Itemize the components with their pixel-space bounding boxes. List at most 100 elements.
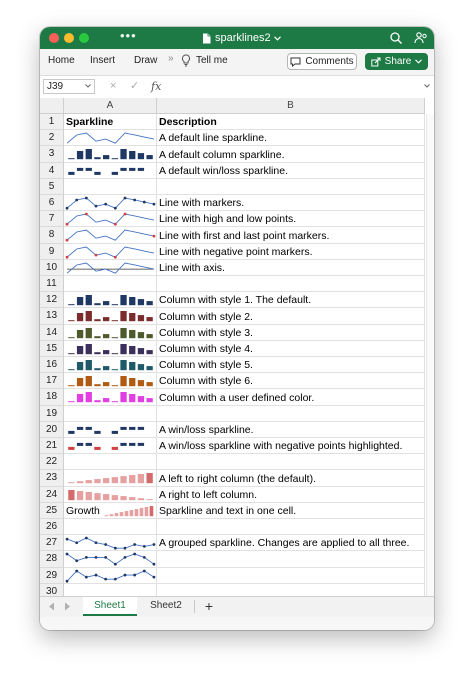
cell-a23[interactable] (64, 470, 157, 487)
cell-b26[interactable] (157, 519, 425, 536)
cell-a11[interactable] (64, 276, 157, 293)
tab-insert[interactable]: Insert (90, 55, 116, 66)
cell-a16[interactable] (64, 357, 157, 374)
row-header-15[interactable]: 15 (40, 340, 64, 357)
cell-a21[interactable] (64, 438, 157, 455)
row-header-2[interactable]: 2 (40, 130, 64, 147)
cell-a18[interactable] (64, 389, 157, 406)
cell-a30[interactable] (64, 583, 157, 596)
cell-b8[interactable]: Line with first and last point markers. (157, 227, 425, 244)
row-header-19[interactable]: 19 (40, 405, 64, 422)
cell-b28[interactable] (157, 551, 425, 568)
cell-b13[interactable]: Column with style 2. (157, 308, 425, 325)
cell-b27[interactable]: A grouped sparkline. Changes are applied… (157, 535, 425, 552)
row-header-28[interactable]: 28 (40, 551, 64, 568)
cell-a27[interactable] (64, 535, 157, 552)
cell-a19[interactable] (64, 405, 157, 422)
row-header-29[interactable]: 29 (40, 567, 64, 584)
zoom-window-button[interactable] (79, 33, 89, 43)
formula-input[interactable] (168, 79, 420, 94)
row-header-22[interactable]: 22 (40, 454, 64, 471)
cell-a26[interactable] (64, 519, 157, 536)
comments-button[interactable]: Comments (287, 53, 357, 70)
cell-a15[interactable] (64, 340, 157, 357)
cell-b29[interactable] (157, 567, 425, 584)
cell-a9[interactable] (64, 243, 157, 260)
minimize-window-button[interactable] (64, 33, 74, 43)
share-people-icon[interactable] (414, 31, 428, 45)
cell-b10[interactable]: Line with axis. (157, 259, 425, 276)
cell-a3[interactable] (64, 146, 157, 163)
confirm-edit-icon[interactable]: ✓ (130, 80, 140, 92)
close-window-button[interactable] (49, 33, 59, 43)
chevron-down-icon[interactable] (424, 84, 430, 88)
cell-a7[interactable] (64, 211, 157, 228)
cell-a10[interactable] (64, 259, 157, 276)
row-header-18[interactable]: 18 (40, 389, 64, 406)
insert-function-icon[interactable]: fx (151, 80, 162, 93)
cell-a8[interactable] (64, 227, 157, 244)
cell-b16[interactable]: Column with style 5. (157, 357, 425, 374)
add-sheet-button[interactable]: + (204, 598, 214, 614)
row-header-10[interactable]: 10 (40, 259, 64, 276)
more-tabs-icon[interactable]: » (168, 53, 174, 64)
cell-b19[interactable] (157, 405, 425, 422)
cell-b20[interactable]: A win/loss sparkline. (157, 421, 425, 438)
tab-sheet1[interactable]: Sheet1 (83, 597, 137, 616)
cell-a14[interactable] (64, 324, 157, 341)
tab-home[interactable]: Home (48, 55, 75, 66)
cell-a6[interactable] (64, 195, 157, 212)
cell-a25[interactable]: Growth (64, 502, 157, 519)
cell-b25[interactable]: Sparkline and text in one cell. (157, 502, 425, 519)
cell-a12[interactable] (64, 292, 157, 309)
cell-b22[interactable] (157, 454, 425, 471)
cancel-edit-icon[interactable]: × (110, 80, 117, 92)
cell-b2[interactable]: A default line sparkline. (157, 130, 425, 147)
cell-b6[interactable]: Line with markers. (157, 195, 425, 212)
cell-b3[interactable]: A default column sparkline. (157, 146, 425, 163)
row-header-24[interactable]: 24 (40, 486, 64, 503)
cell-a17[interactable] (64, 373, 157, 390)
row-header-1[interactable]: 1 (40, 114, 64, 131)
cell-b24[interactable]: A right to left column. (157, 486, 425, 503)
row-header-9[interactable]: 9 (40, 243, 64, 260)
more-options-icon[interactable]: ••• (120, 28, 137, 43)
cell-b1[interactable]: Description (157, 114, 425, 131)
cell-b15[interactable]: Column with style 4. (157, 340, 425, 357)
row-header-21[interactable]: 21 (40, 438, 64, 455)
cell-b4[interactable]: A default win/loss sparkline. (157, 162, 425, 179)
cell-a5[interactable] (64, 178, 157, 195)
row-header-30[interactable]: 30 (40, 583, 64, 596)
row-header-14[interactable]: 14 (40, 324, 64, 341)
select-all-corner[interactable] (40, 98, 64, 114)
cell-a2[interactable] (64, 130, 157, 147)
chevron-right-icon[interactable] (64, 602, 71, 611)
cell-a22[interactable] (64, 454, 157, 471)
cell-b17[interactable]: Column with style 6. (157, 373, 425, 390)
row-header-26[interactable]: 26 (40, 519, 64, 536)
cell-a29[interactable] (64, 567, 157, 584)
cell-b12[interactable]: Column with style 1. The default. (157, 292, 425, 309)
cell-a13[interactable] (64, 308, 157, 325)
cell-b23[interactable]: A left to right column (the default). (157, 470, 425, 487)
column-header-a[interactable]: A (64, 98, 157, 114)
chevron-left-icon[interactable] (48, 602, 55, 611)
cell-b18[interactable]: Column with a user defined color. (157, 389, 425, 406)
cell-b9[interactable]: Line with negative point markers. (157, 243, 425, 260)
tab-sheet2[interactable]: Sheet2 (150, 600, 182, 611)
row-header-12[interactable]: 12 (40, 292, 64, 309)
name-box[interactable]: J39 (43, 79, 95, 94)
tab-draw[interactable]: Draw (134, 55, 158, 66)
worksheet-grid[interactable]: A B 1 Sparkline Description 2 A default line… (40, 98, 434, 596)
cell-b5[interactable] (157, 178, 425, 195)
row-header-20[interactable]: 20 (40, 421, 64, 438)
row-header-5[interactable]: 5 (40, 178, 64, 195)
row-header-16[interactable]: 16 (40, 357, 64, 374)
cell-b21[interactable]: A win/loss sparkline with negative point… (157, 438, 425, 455)
row-header-23[interactable]: 23 (40, 470, 64, 487)
row-header-8[interactable]: 8 (40, 227, 64, 244)
chevron-down-icon[interactable] (85, 84, 91, 88)
tell-me-search[interactable]: Tell me (196, 55, 228, 66)
cell-a24[interactable] (64, 486, 157, 503)
document-title[interactable]: sparklines2 (202, 31, 281, 45)
